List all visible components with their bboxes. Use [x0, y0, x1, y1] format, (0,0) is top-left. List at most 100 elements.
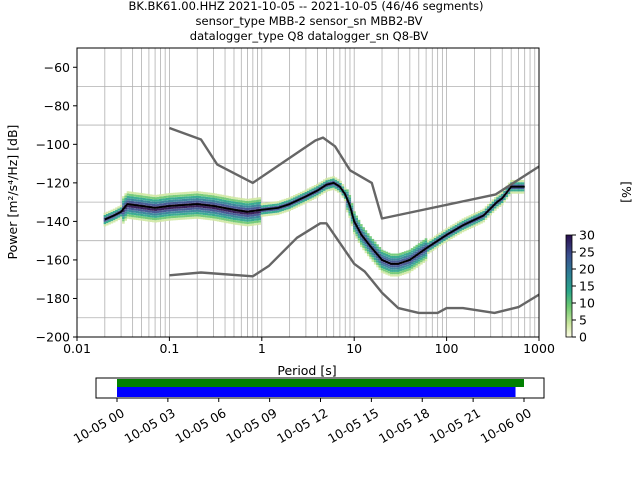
heatmap-cell: [135, 206, 139, 209]
heatmap-cell: [221, 220, 225, 223]
heatmap-cell: [246, 224, 250, 227]
heatmap-cell: [119, 211, 123, 215]
heatmap-cell: [500, 191, 504, 194]
heatmap-cell: [129, 191, 132, 194]
heatmap-cell: [115, 209, 118, 212]
heatmap-cell: [117, 208, 121, 211]
heatmap-cell: [124, 207, 128, 210]
heatmap-cell: [507, 182, 511, 185]
heatmap-cell: [415, 256, 419, 259]
heatmap-cell: [466, 216, 469, 219]
heatmap-cell: [288, 199, 292, 202]
heatmap-cell: [357, 238, 361, 241]
heatmap-cell: [200, 191, 204, 194]
heatmap-cell: [360, 244, 363, 248]
heatmap-cell: [103, 217, 107, 220]
heatmap-cell: [239, 207, 243, 210]
heatmap-cell: [406, 257, 409, 260]
heatmap-cell: [514, 184, 518, 187]
heatmap-cell: [369, 256, 372, 260]
y-tick-label: −200: [36, 330, 70, 345]
heatmap-cell: [119, 216, 123, 219]
heatmap-cell: [235, 197, 238, 200]
heatmap-cell: [184, 210, 188, 213]
heatmap-cell: [207, 215, 211, 218]
heatmap-cell: [202, 191, 206, 195]
heatmap-cell: [484, 217, 488, 221]
heatmap-cell: [408, 270, 412, 273]
colorbar-tick-label: 30: [579, 228, 595, 243]
colorbar-tick-label: 10: [579, 296, 595, 311]
heatmap-cell: [161, 212, 164, 215]
heatmap-cell: [281, 208, 285, 212]
heatmap-cell: [198, 205, 201, 208]
heatmap-cell: [161, 214, 164, 217]
heatmap-cell: [445, 234, 449, 238]
heatmap-cell: [258, 199, 261, 202]
heatmap-cell: [168, 206, 171, 210]
heatmap-cell: [170, 195, 174, 198]
heatmap-cell: [429, 245, 432, 248]
heatmap-cell: [306, 197, 310, 200]
heatmap-cell: [413, 260, 416, 263]
heatmap-cell: [184, 198, 188, 202]
heatmap-cell: [219, 196, 222, 199]
heatmap-cell: [226, 218, 229, 221]
heatmap-cell: [221, 217, 225, 221]
heatmap-cell: [371, 243, 375, 246]
heatmap-cell: [232, 196, 236, 200]
heatmap-cell: [431, 239, 435, 242]
heatmap-cell: [253, 220, 257, 224]
heatmap-cell: [297, 197, 301, 200]
heatmap-cell: [309, 191, 312, 195]
heatmap-cell: [214, 193, 218, 196]
heatmap-cell: [145, 214, 148, 217]
heatmap-cell: [306, 200, 310, 203]
heatmap-cell: [237, 218, 241, 221]
heatmap-cell: [410, 259, 414, 262]
heatmap-cell: [253, 197, 257, 201]
heatmap-cell: [115, 212, 118, 215]
heatmap-cell: [408, 268, 412, 271]
heatmap-cell: [161, 210, 164, 213]
heatmap-cell: [380, 261, 384, 264]
heatmap-cell: [265, 204, 268, 208]
heatmap-cell: [457, 225, 460, 229]
time-tick-label: 10-05 06: [172, 405, 228, 446]
heatmap-cell: [179, 208, 183, 211]
heatmap-cell: [364, 230, 368, 233]
heatmap-cell: [251, 198, 255, 201]
heatmap-cell: [110, 218, 114, 222]
heatmap-cell: [122, 205, 125, 208]
heatmap-cell: [161, 198, 164, 201]
heatmap-cell: [392, 267, 395, 270]
heatmap-cell: [216, 214, 220, 217]
heatmap-cell: [431, 237, 435, 240]
heatmap-cell: [346, 210, 349, 213]
heatmap-cell: [334, 186, 338, 189]
heatmap-cell: [272, 201, 275, 204]
heatmap-cell: [200, 198, 204, 201]
heatmap-cell: [205, 199, 208, 202]
heatmap-cell: [244, 203, 248, 206]
heatmap-cell: [198, 212, 201, 215]
heatmap-cell: [196, 195, 199, 198]
heatmap-cell: [205, 213, 208, 216]
heatmap-cell: [383, 271, 386, 274]
heatmap-cell: [149, 199, 153, 202]
heatmap-cell: [207, 206, 211, 209]
heatmap-cell: [443, 241, 446, 244]
heatmap-cell: [246, 221, 250, 225]
x-tick-label: 1: [258, 341, 266, 356]
heatmap-cell: [480, 209, 483, 212]
heatmap-cell: [369, 254, 372, 257]
heatmap-cell: [133, 199, 137, 202]
heatmap-cell: [124, 195, 128, 198]
heatmap-cell: [346, 196, 349, 199]
heatmap-cell: [260, 205, 264, 208]
heatmap-cell: [383, 262, 386, 265]
heatmap-cell: [163, 212, 167, 215]
heatmap-cell: [165, 200, 169, 203]
heatmap-cell: [161, 200, 164, 204]
heatmap-cell: [494, 208, 497, 211]
